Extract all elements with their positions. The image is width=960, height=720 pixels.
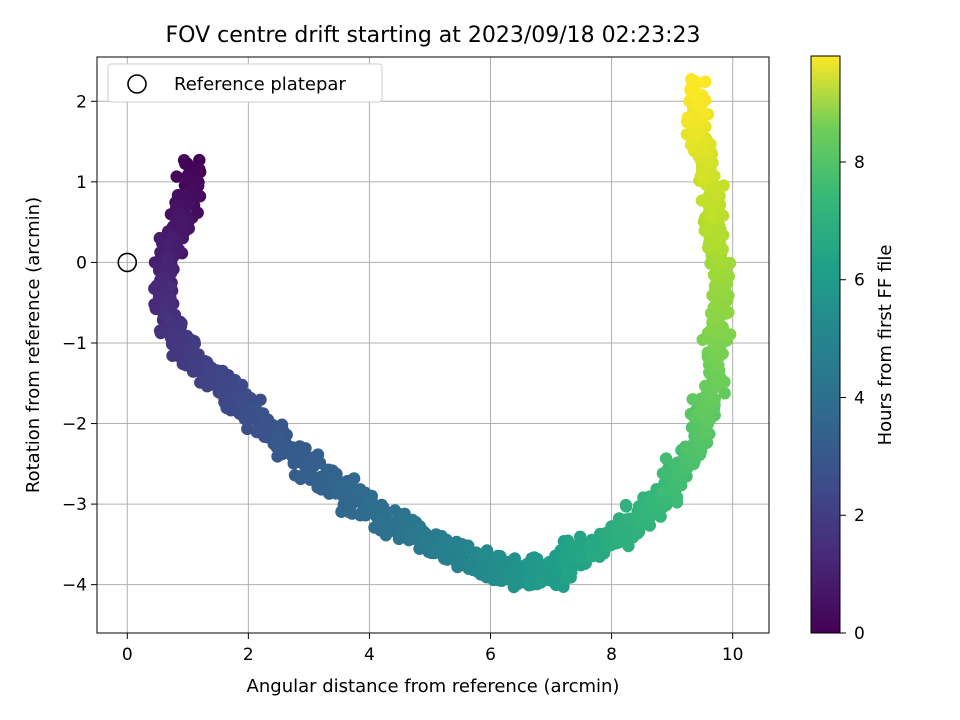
colorbar-tick-label: 8 — [854, 153, 865, 173]
data-point — [376, 515, 389, 528]
data-point — [709, 299, 722, 312]
data-point — [724, 328, 737, 341]
data-point — [166, 349, 179, 362]
data-point — [379, 529, 393, 542]
x-tick-label: 6 — [485, 645, 496, 665]
plot-frame — [96, 56, 770, 634]
data-point — [697, 171, 711, 184]
y-axis-ticks: −4 −3 −2 −1 0 1 2 — [62, 92, 97, 596]
y-tick-label: −3 — [62, 495, 87, 515]
y-tick-label: −1 — [62, 334, 87, 354]
data-point — [687, 457, 700, 471]
data-point — [164, 280, 177, 293]
data-point — [432, 536, 446, 549]
data-point — [706, 211, 719, 224]
data-point — [163, 313, 176, 327]
data-point — [177, 154, 191, 167]
data-point — [699, 379, 712, 393]
data-point — [586, 550, 599, 563]
data-point — [710, 236, 723, 249]
data-point — [534, 576, 548, 589]
y-tick-label: 1 — [76, 173, 87, 193]
colorbar-gradient — [810, 55, 841, 634]
data-point — [294, 472, 307, 486]
data-point — [657, 498, 670, 511]
data-point — [451, 560, 464, 574]
data-point — [695, 194, 709, 207]
data-point — [191, 206, 204, 219]
data-point — [721, 306, 735, 319]
colorbar-tick-label: 4 — [854, 388, 865, 408]
colorbar-tick-label: 0 — [854, 624, 865, 644]
y-tick-label: 2 — [76, 92, 87, 112]
x-tick-label: 4 — [364, 645, 375, 665]
legend-box — [107, 63, 383, 103]
data-point — [718, 387, 731, 400]
data-point — [241, 422, 254, 436]
legend: Reference platepar — [107, 63, 383, 103]
x-tick-label: 8 — [606, 645, 617, 665]
data-point — [238, 412, 251, 426]
data-point — [344, 479, 357, 492]
data-point — [478, 547, 492, 561]
colorbar-label: Hours from first FF file — [875, 245, 896, 446]
y-tick-label: −4 — [62, 576, 87, 596]
data-point — [656, 467, 670, 480]
data-point — [257, 407, 270, 420]
data-point — [460, 545, 473, 558]
data-point — [707, 313, 721, 326]
data-point — [706, 289, 719, 302]
data-point — [198, 373, 212, 387]
data-point — [179, 188, 193, 201]
y-tick-label: −2 — [62, 415, 87, 435]
data-point — [161, 254, 174, 267]
data-point — [415, 523, 428, 536]
legend-entry: Reference platepar — [174, 74, 346, 95]
data-point — [560, 572, 573, 585]
data-point — [188, 337, 201, 350]
x-axis-ticks: 0 2 4 6 8 10 — [122, 633, 744, 665]
colorbar-tick-label: 2 — [854, 506, 865, 526]
data-point — [307, 460, 320, 473]
data-point — [508, 560, 521, 573]
data-point — [717, 179, 730, 192]
y-tick-label: 0 — [76, 253, 87, 273]
legend-marker-icon — [127, 74, 147, 94]
x-tick-label: 10 — [722, 645, 744, 665]
data-point — [170, 170, 183, 183]
data-point — [235, 378, 249, 392]
data-point — [216, 364, 229, 378]
plot-area — [96, 56, 770, 634]
x-tick-label: 2 — [243, 645, 254, 665]
data-point — [193, 190, 207, 203]
grid — [97, 57, 769, 633]
data-point — [153, 324, 167, 337]
data-point — [689, 75, 702, 88]
y-axis-label: Rotation from reference (arcmin) — [23, 197, 44, 493]
data-point — [681, 111, 695, 124]
data-point — [699, 427, 713, 440]
data-point — [619, 498, 633, 512]
data-point — [706, 201, 719, 214]
data-point — [161, 239, 175, 252]
reference-platepar-marker — [117, 252, 138, 273]
data-point — [511, 577, 524, 591]
chart-title: FOV centre drift starting at 2023/09/18 … — [166, 23, 701, 48]
scatter-points — [148, 73, 737, 594]
data-point — [176, 215, 190, 228]
data-point — [657, 484, 670, 497]
x-axis-label: Angular distance from reference (arcmin) — [247, 676, 620, 697]
data-point — [715, 322, 728, 336]
colorbar: 0 2 4 6 8 Hours from first FF file — [810, 55, 896, 644]
data-point — [392, 532, 406, 546]
colorbar-ticks: 0 2 4 6 8 — [840, 153, 865, 644]
data-point — [699, 75, 712, 88]
x-tick-label: 0 — [122, 645, 133, 665]
data-point — [698, 108, 711, 121]
colorbar-tick-label: 6 — [854, 271, 865, 291]
data-point — [293, 440, 306, 453]
